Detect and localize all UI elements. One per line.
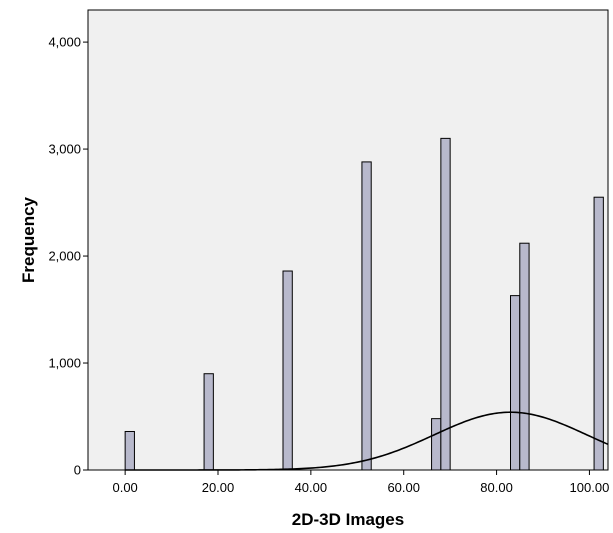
x-axis-ticks: 0.00 20.00 40.00 60.00 80.00 100.00 (112, 470, 609, 495)
x-tick-label: 100.00 (570, 480, 610, 495)
x-tick-label: 40.00 (295, 480, 328, 495)
histogram-bar (124, 430, 135, 471)
y-tick-label: 1,000 (48, 356, 81, 371)
y-axis-title: Frequency (19, 196, 38, 283)
histogram-bar (361, 161, 372, 471)
histogram-bar (431, 418, 442, 471)
plot-area (87, 9, 609, 471)
y-tick-label: 0 (74, 463, 81, 478)
histogram-bar (440, 137, 451, 471)
x-axis-title: 2D-3D Images (292, 510, 404, 529)
y-tick-label: 2,000 (48, 249, 81, 264)
histogram-bar (282, 270, 293, 471)
y-tick-label: 3,000 (48, 142, 81, 157)
x-tick-label: 0.00 (112, 480, 137, 495)
x-tick-label: 80.00 (480, 480, 513, 495)
histogram-bars (124, 137, 604, 471)
histogram-bar (519, 242, 530, 471)
y-tick-label: 4,000 (48, 35, 81, 50)
x-tick-label: 20.00 (202, 480, 235, 495)
y-axis-ticks: 0 1,000 2,000 3,000 4,000 (48, 35, 88, 478)
histogram-bar (510, 295, 521, 471)
histogram-bar (203, 373, 214, 471)
x-tick-label: 60.00 (387, 480, 420, 495)
histogram-bar (593, 196, 604, 471)
